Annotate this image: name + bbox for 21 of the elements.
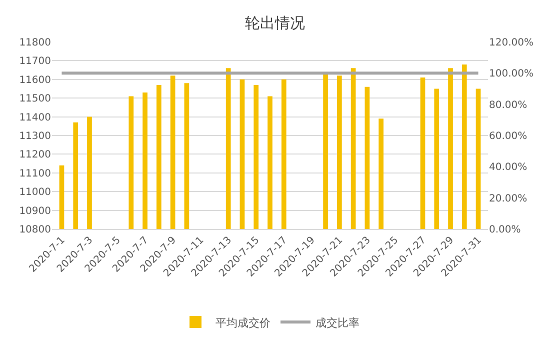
y-tick-label: 11500 (19, 94, 51, 105)
y-tick-label: 11200 (19, 150, 51, 161)
y2-tick-label: 60.00% (489, 131, 528, 142)
y-tick-label: 11100 (19, 168, 51, 180)
y2-tick-label: 20.00% (489, 193, 528, 204)
legend-label: 平均成交价 (216, 316, 270, 330)
y2-tick-label: 100.00% (489, 68, 534, 80)
y-tick-label: 11000 (19, 187, 51, 198)
y2-tick-label: 80.00% (489, 100, 528, 111)
y-tick-label: 10800 (19, 224, 51, 236)
y-tick-label: 11800 (19, 38, 51, 48)
y2-tick-label: 0.00% (489, 224, 521, 236)
y2-tick-label: 40.00% (489, 162, 528, 174)
y2-tick-label: 120.00% (489, 38, 534, 48)
y-tick-label: 11600 (19, 74, 51, 86)
y-tick-label: 10900 (19, 206, 51, 217)
chart-title: 轮出情况 (245, 14, 305, 32)
y-tick-label: 11400 (19, 112, 51, 124)
y-tick-label: 11700 (19, 56, 51, 68)
legend-label: 成交比率 (316, 316, 360, 330)
y-tick-label: 11300 (19, 131, 51, 142)
